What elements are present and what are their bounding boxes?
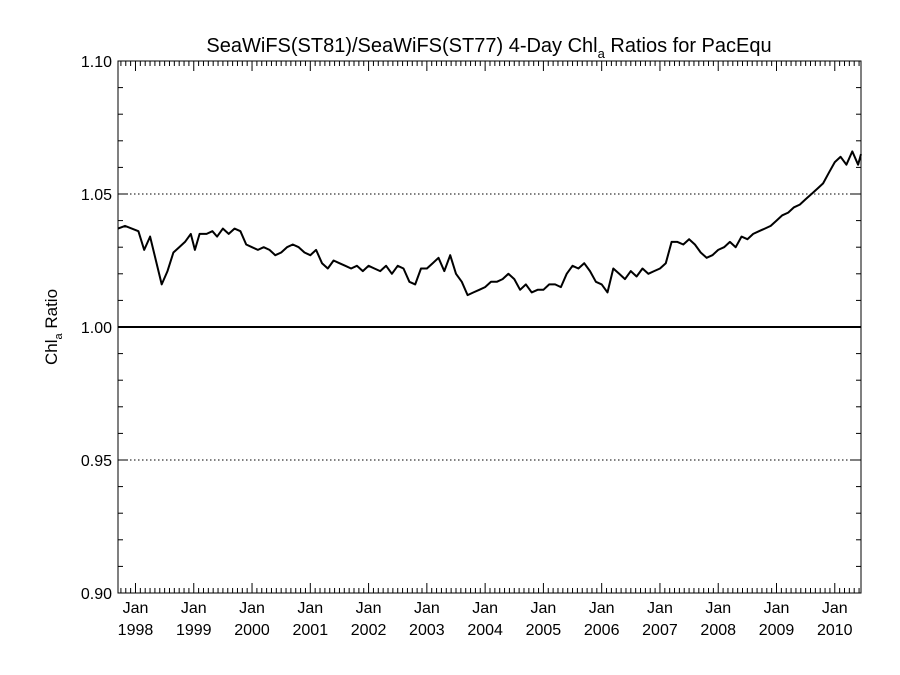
y-tick-label: 0.90 [81,586,112,603]
y-tick-label: 0.95 [81,453,112,470]
x-tick-label-month: Jan [589,600,615,617]
x-tick-label-year: 2010 [817,622,853,639]
y-axis-label-tail: Ratio [42,289,61,333]
chart-title-tail: Ratios for PacEqu [605,35,772,57]
x-tick-label-year: 2009 [759,622,795,639]
grid-layer [118,60,861,461]
x-tick-label-year: 2001 [293,622,329,639]
plot-frame [117,60,862,594]
x-tick-label-year: 2000 [234,622,270,639]
ticks-layer [118,60,861,594]
x-tick-label-year: 2008 [700,622,736,639]
x-tick-labels: Jan 1998 Jan 1999 Jan 2000 Jan 2001 Jan 2002 Jan 20… [118,600,853,639]
chart-title: SeaWiFS(ST81)/SeaWiFS(ST77) 4-Day Chla R… [206,35,771,61]
x-tick-label-month: Jan [705,600,731,617]
chart-title-main: SeaWiFS(ST81)/SeaWiFS(ST77) 4-Day Chl [206,35,597,57]
y-tick-label: 1.00 [81,320,112,337]
x-tick-label-year: 2007 [642,622,678,639]
x-tick-label-year: 2006 [584,622,620,639]
series-line [117,150,862,297]
chart-title-subscript: a [598,46,606,61]
x-tick-label-month: Jan [181,600,207,617]
x-tick-label-month: Jan [356,600,382,617]
y-tick-label: 1.10 [81,54,112,71]
x-tick-label-month: Jan [764,600,790,617]
x-tick-label-month: Jan [531,600,557,617]
y-axis-label-subscript: a [53,333,65,340]
x-tick-label-month: Jan [472,600,498,617]
x-tick-label-month: Jan [297,600,323,617]
x-tick-label-month: Jan [123,600,149,617]
y-tick-labels: 0.90 0.95 1.00 1.05 1.10 [81,54,112,603]
x-tick-label-month: Jan [822,600,848,617]
x-tick-label-year: 2004 [467,622,503,639]
y-axis-label: Chla Ratio [42,289,65,365]
x-tick-label-month: Jan [414,600,440,617]
x-tick-label-month: Jan [647,600,673,617]
x-tick-label-year: 1998 [118,622,154,639]
x-tick-label-year: 1999 [176,622,212,639]
x-tick-label-year: 2005 [526,622,562,639]
x-tick-label-month: Jan [239,600,265,617]
y-axis-label-main: Chl [42,340,61,366]
x-tick-label-year: 2003 [409,622,445,639]
x-tick-label-year: 2002 [351,622,387,639]
y-tick-label: 1.05 [81,187,112,204]
